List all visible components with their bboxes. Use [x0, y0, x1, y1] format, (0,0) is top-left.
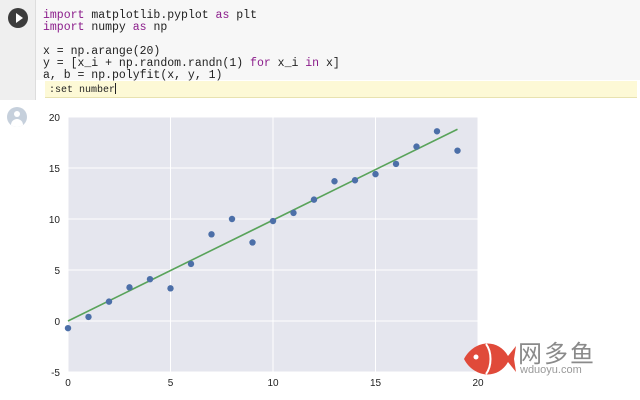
data-point	[351, 177, 359, 184]
command-text: :set number	[49, 83, 117, 96]
run-cell-button[interactable]	[8, 8, 28, 28]
y-tick-label: -5	[51, 368, 60, 379]
play-icon	[16, 13, 23, 23]
data-point	[228, 215, 236, 223]
code-line: import matplotlib.pyplot as plt	[43, 10, 257, 22]
code-token: x = np.arange(20)	[43, 45, 161, 58]
fish-logo-icon	[464, 343, 516, 375]
data-point	[126, 284, 133, 291]
code-token: x_i	[270, 57, 306, 70]
code-token: numpy	[84, 21, 133, 34]
code-keyword: as	[132, 21, 147, 34]
data-point	[331, 178, 338, 185]
x-tick-label: 20	[472, 378, 484, 389]
data-point	[105, 298, 113, 305]
watermark-title: 网多鱼	[518, 340, 596, 368]
y-tick-label: 0	[54, 317, 60, 328]
data-point	[269, 217, 277, 225]
data-point	[208, 231, 215, 238]
data-point	[85, 313, 92, 321]
data-point	[433, 128, 441, 135]
code-token: a, b = np.polyfit(x, y, 1)	[43, 69, 223, 82]
data-point	[392, 160, 400, 168]
x-tick-label: 0	[65, 378, 71, 389]
code-line: a, b = np.polyfit(x, y, 1)	[43, 70, 222, 82]
code-line: import numpy as np	[43, 22, 167, 34]
code-token: np	[146, 21, 168, 34]
code-keyword: import	[43, 21, 85, 34]
code-token: plt	[229, 9, 257, 22]
vim-command-line[interactable]: :set number	[45, 81, 637, 98]
data-point	[167, 285, 174, 292]
code-keyword: import	[43, 9, 85, 22]
data-point	[310, 196, 318, 203]
data-point	[413, 143, 420, 150]
x-tick-label: 10	[267, 378, 279, 389]
fit-line	[67, 128, 458, 322]
y-tick-label: 15	[49, 164, 61, 175]
code-token: y = [x_i + np.random.randn(1)	[43, 57, 251, 70]
code-line: x = np.arange(20)	[43, 46, 160, 58]
code-token: matplotlib.pyplot	[84, 9, 216, 22]
y-tick-label: 5	[54, 266, 60, 277]
code-keyword: in	[305, 57, 320, 70]
data-point	[64, 324, 72, 332]
watermark: 网多鱼 wduoyu.com	[462, 330, 640, 390]
watermark-url: wduoyu.com	[520, 364, 582, 376]
data-point	[146, 275, 154, 283]
code-token: x]	[319, 57, 340, 70]
code-keyword: for	[250, 57, 271, 70]
data-point	[454, 147, 461, 154]
x-tick-label: 5	[168, 378, 174, 389]
cell-gutter	[0, 0, 36, 100]
code-line: y = [x_i + np.random.randn(1) for x_i in…	[43, 58, 340, 70]
output-user-icon	[7, 107, 27, 127]
data-point	[372, 170, 379, 178]
scatter-plot: 0 5 10 15 20 -5 0 5 10 15 20	[49, 113, 484, 389]
x-tick-label: 15	[370, 378, 382, 389]
text-cursor	[115, 83, 117, 94]
data-point	[249, 239, 256, 246]
y-tick-label: 10	[49, 215, 61, 226]
code-keyword: as	[215, 9, 230, 22]
data-point	[187, 260, 195, 268]
code-editor[interactable]: import matplotlib.pyplot as plt import nu…	[36, 0, 640, 82]
y-tick-label: 20	[49, 113, 61, 124]
data-point	[290, 209, 297, 217]
